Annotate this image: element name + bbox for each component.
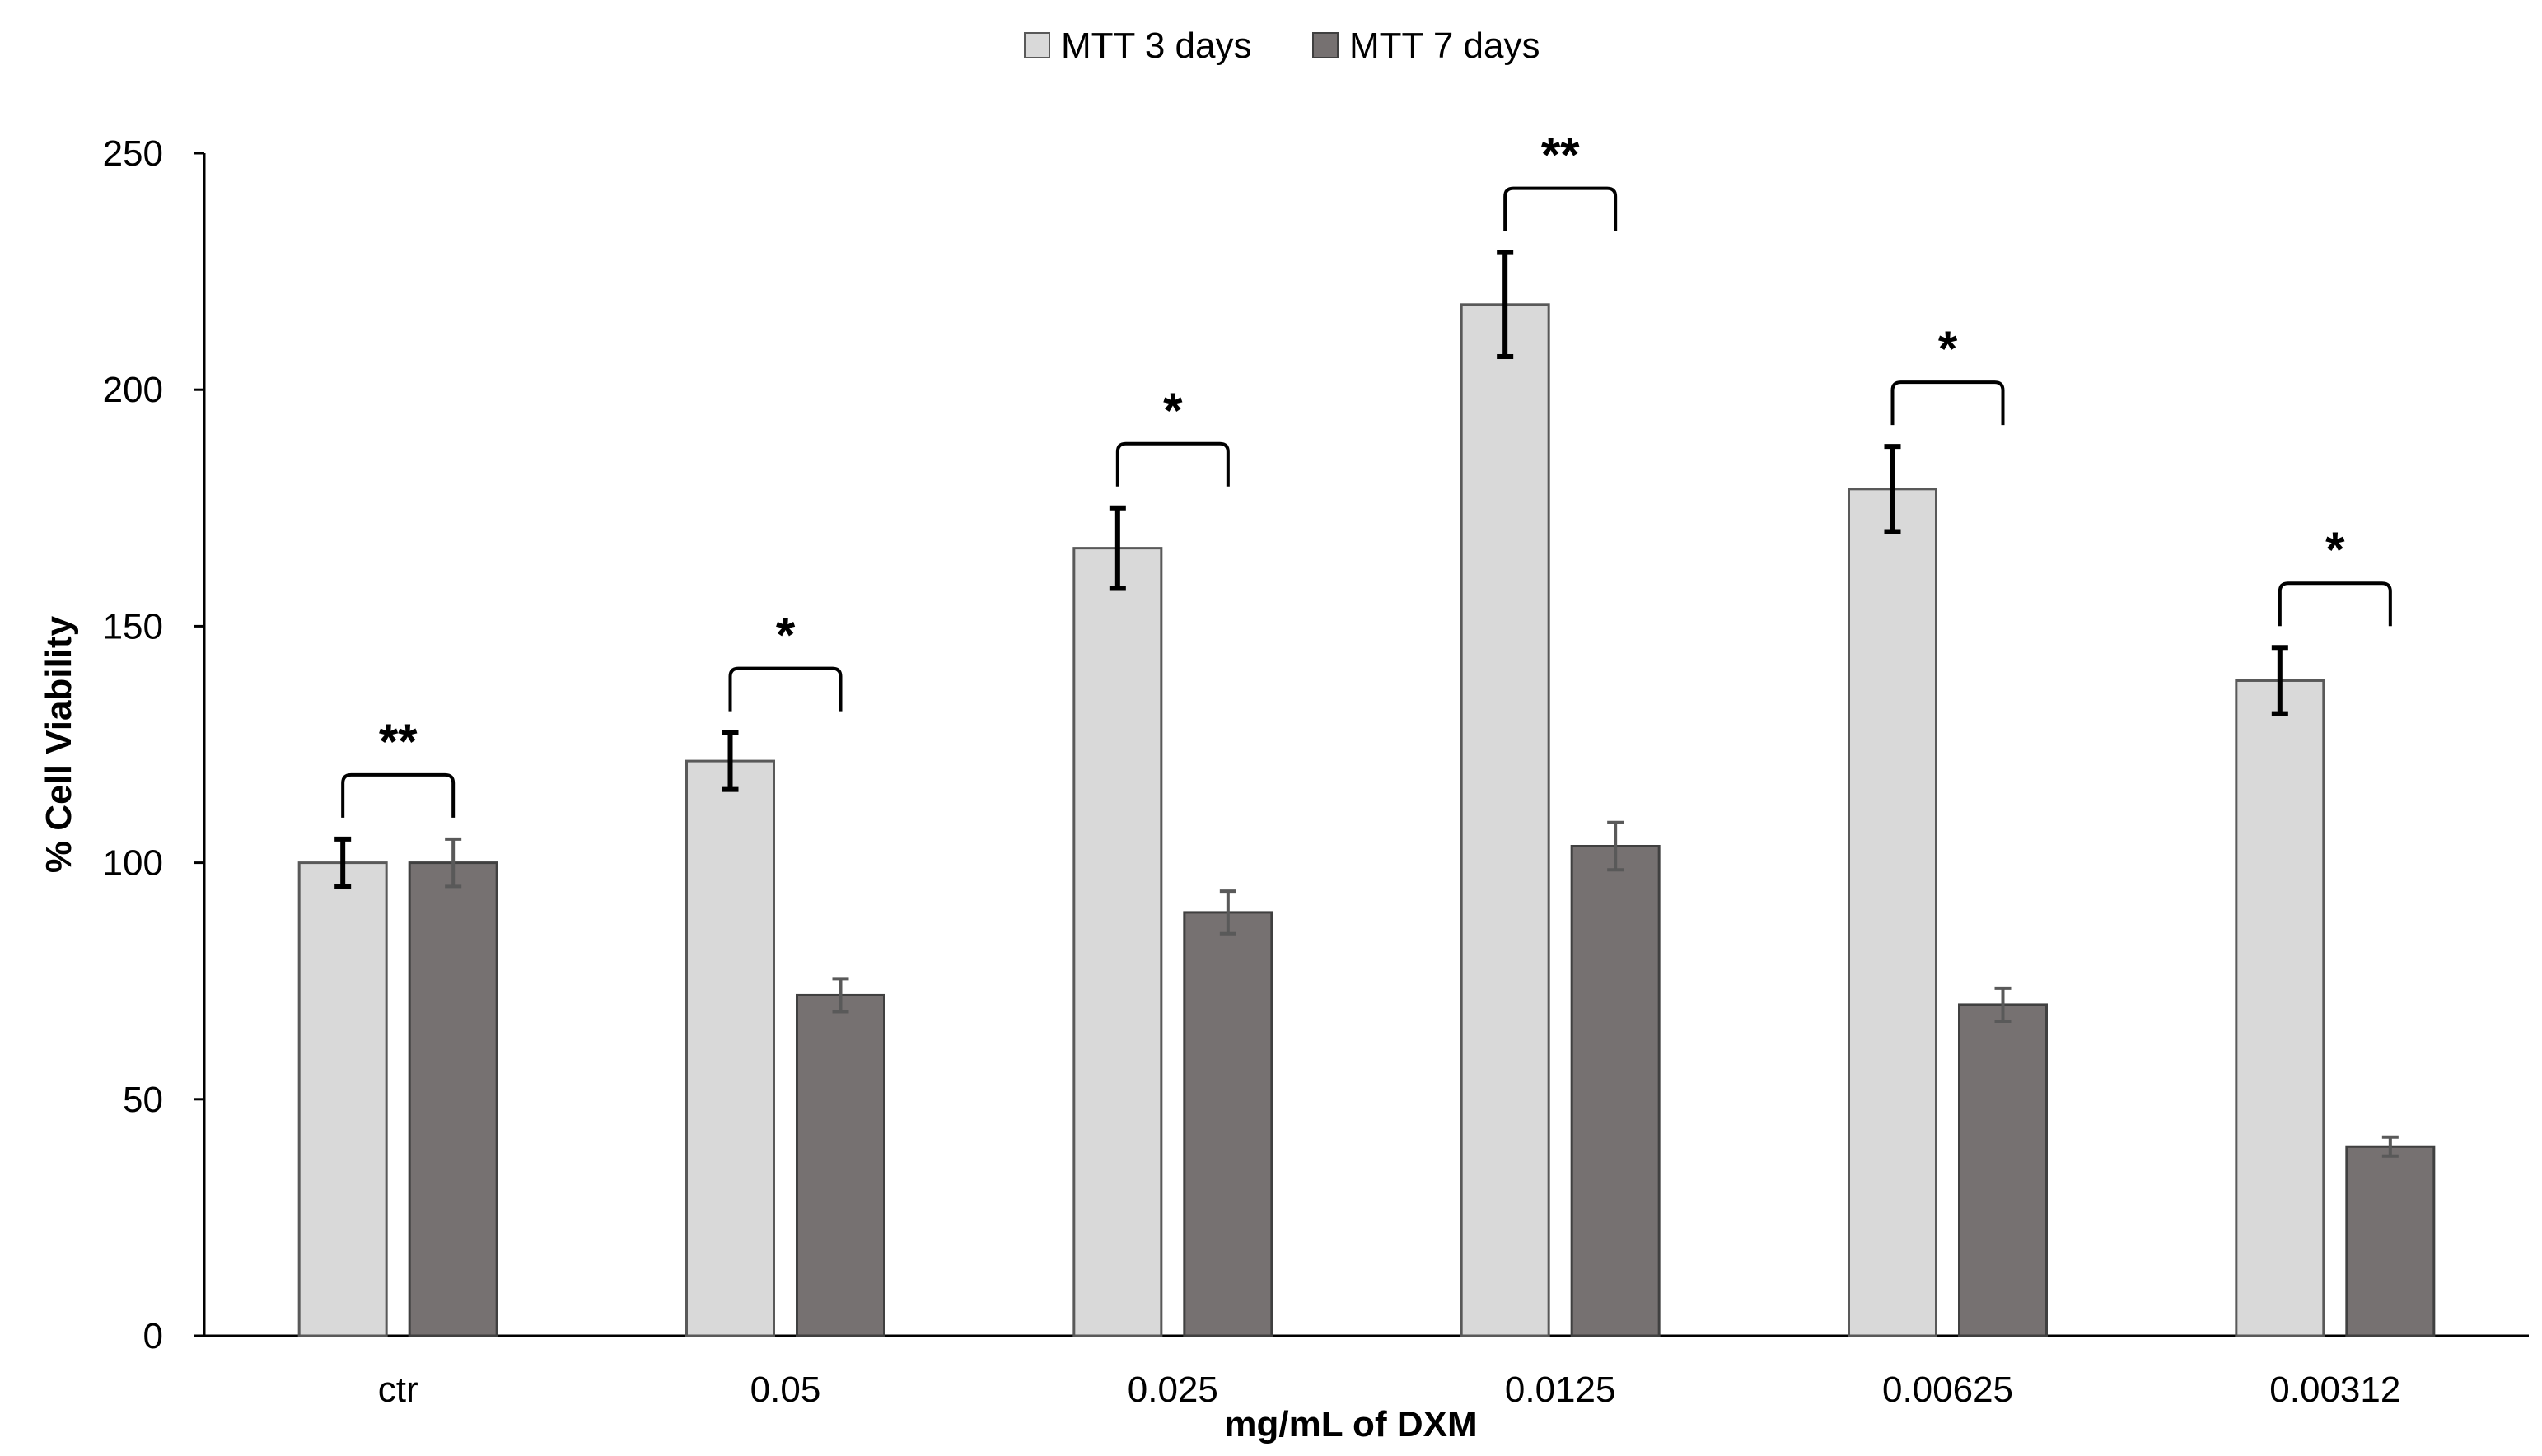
significance-bracket [1115,441,1230,487]
bar-mtt-7-days-3 [1570,844,1661,1337]
bar-mtt-3-days-4 [1848,488,1937,1337]
bars [297,303,2436,1337]
x-axis-title: mg/mL of DXM [1224,1404,1477,1444]
y-axis-title: % Cell Viability [39,615,79,873]
significance-label: ** [1541,128,1580,183]
y-tick-label: 50 [123,1080,163,1120]
significance-label: * [776,608,796,663]
significance-label: * [2325,522,2345,577]
legend: MTT 3 days MTT 7 days [1024,26,1540,66]
y-tick-label: 250 [103,133,163,174]
x-tick-label: ctr [378,1370,418,1410]
x-tick-label: 0.00625 [1882,1370,2013,1410]
significance-bracket [728,666,843,712]
significance-bracket [1503,186,1618,231]
x-tick-label: 0.025 [1128,1370,1218,1410]
bar-mtt-3-days-1 [685,759,775,1337]
y-tick-label: 0 [143,1316,163,1356]
bar-mtt-7-days-0 [408,861,498,1337]
significance-bracket [341,772,456,818]
significance-bracket [1890,380,2005,426]
legend-swatch-3-days [1024,32,1050,58]
y-tick-labels: 0 50 100 150 200 250 [103,133,204,1356]
x-tick-label: 0.05 [750,1370,821,1410]
significance-label: * [1163,383,1183,438]
y-tick-label: 200 [103,370,163,410]
bar-mtt-7-days-2 [1183,911,1273,1337]
bar-mtt-3-days-2 [1072,547,1163,1337]
error-bars [334,250,2399,1158]
bar-mtt-3-days-5 [2235,679,2325,1337]
legend-label-3-days: MTT 3 days [1061,26,1251,66]
legend-swatch-7-days [1312,32,1339,58]
significance-bracket [2278,581,2392,627]
significance-label: ** [379,714,418,769]
x-tick-labels: ctr 0.05 0.025 0.0125 0.00625 0.00312 [378,1370,2401,1410]
x-tick-label: 0.0125 [1505,1370,1616,1410]
y-tick-label: 100 [103,843,163,884]
x-tick-label: 0.00312 [2269,1370,2400,1410]
bar-mtt-3-days-3 [1460,303,1550,1337]
significance-label: * [1938,321,1958,376]
legend-label-7-days: MTT 7 days [1349,26,1540,66]
bar-mtt-7-days-5 [2345,1145,2436,1337]
y-tick-label: 150 [103,606,163,646]
bar-mtt-7-days-1 [796,993,885,1337]
bar-mtt-7-days-4 [1958,1003,2048,1337]
bar-mtt-3-days-0 [297,861,388,1337]
significance-brackets: ******** [341,128,2392,818]
